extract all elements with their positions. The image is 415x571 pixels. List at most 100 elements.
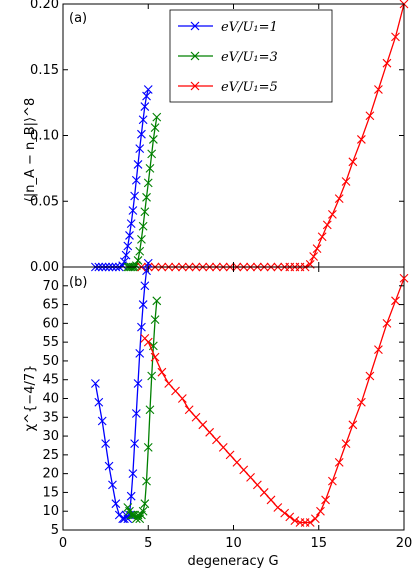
legend-item-1: eV/U₁=1 xyxy=(178,20,278,35)
series-2-point xyxy=(142,476,151,486)
series-1-point xyxy=(137,322,146,332)
legend-item-3: eV/U₁=5 xyxy=(178,80,278,95)
y-tick-label: 40 xyxy=(42,392,59,407)
series-2-point xyxy=(150,123,160,132)
series-1-point xyxy=(126,219,136,228)
y-tick-label: 60 xyxy=(42,316,59,331)
series-2-point xyxy=(143,442,153,452)
series-2-point xyxy=(142,192,151,202)
panel-a: 0.00 0.05 0.10 0.15 0.20 (a) ⟨|n_A − n_B|⟩^8… xyxy=(23,0,409,275)
y-tick-label: 15 xyxy=(42,485,59,500)
series-1-point xyxy=(126,491,136,501)
x-axis-label: degeneracy G xyxy=(187,554,278,569)
series-3-point xyxy=(177,394,187,403)
series-3-point xyxy=(316,506,325,516)
series-3-point xyxy=(252,480,262,490)
series-3-point xyxy=(334,194,344,204)
series-3-point xyxy=(348,157,358,167)
x-tick-label: 5 xyxy=(144,536,152,551)
series-1-point xyxy=(142,91,151,101)
series-3-point xyxy=(285,512,295,522)
series-3-point xyxy=(391,32,400,42)
series-1-point xyxy=(137,129,146,139)
series-3-point xyxy=(382,318,392,328)
series-3-point xyxy=(157,367,167,377)
series-2-point xyxy=(150,315,160,324)
y-tick-label: 35 xyxy=(42,410,59,425)
series-1-point xyxy=(128,206,138,215)
series-2-point xyxy=(152,112,162,122)
series-3-point xyxy=(382,58,392,68)
series-3-point xyxy=(365,111,375,121)
series-2-point xyxy=(133,256,143,265)
series-3-point xyxy=(212,435,221,445)
y-tick-label: 55 xyxy=(42,335,59,350)
series-2-point xyxy=(147,371,157,381)
series-1-point xyxy=(125,231,134,240)
series-1-point xyxy=(131,175,141,185)
series-3-point xyxy=(309,252,319,261)
series-1-point xyxy=(138,300,148,309)
series-3-point xyxy=(232,457,242,467)
series-3-point xyxy=(205,427,215,437)
y-tick-label: 30 xyxy=(42,429,59,444)
series-3-point xyxy=(341,439,351,448)
series-2-point xyxy=(138,221,148,231)
series-1-point xyxy=(135,144,145,154)
series-1-point xyxy=(133,160,143,169)
series-3-point xyxy=(356,397,366,407)
series-1-point xyxy=(142,266,151,276)
series-3-point xyxy=(266,495,276,505)
series-1-point xyxy=(128,469,138,479)
series-3-point xyxy=(365,371,375,381)
series-3-point xyxy=(341,177,351,186)
y-tick-label: 65 xyxy=(42,298,59,313)
series-1-point xyxy=(138,115,148,125)
panel-a-label: (a) xyxy=(69,11,87,26)
series-3-point xyxy=(348,420,358,430)
legend-label-2: eV/U₁=3 xyxy=(221,50,278,65)
y-tick-label: 0.05 xyxy=(30,194,59,209)
y-tick-label: 10 xyxy=(42,504,59,519)
legend-label-3: eV/U₁=5 xyxy=(221,80,278,95)
series-1-point xyxy=(123,241,133,251)
series-2-point xyxy=(126,510,136,520)
y-tick-label: 25 xyxy=(42,448,59,463)
x-tick-label: 20 xyxy=(396,536,413,551)
series-1-point xyxy=(133,379,143,388)
series-2-point xyxy=(138,506,148,516)
series-3-point xyxy=(184,405,194,415)
series-1-point xyxy=(111,499,121,509)
panel-b-y-axis-label: χ^{−4/7} xyxy=(23,365,38,432)
y-tick-label: 5 xyxy=(51,523,59,538)
y-tick-label: 0.00 xyxy=(30,260,59,275)
series-3-point xyxy=(391,296,400,306)
x-tick-label: 15 xyxy=(310,536,327,551)
x-tick-label: 10 xyxy=(225,536,242,551)
series-3-point xyxy=(259,488,269,497)
series-3-point xyxy=(198,420,208,430)
y-tick-label: 0.15 xyxy=(30,63,59,78)
series-1-point xyxy=(101,439,111,448)
y-tick-label: 45 xyxy=(42,373,59,388)
series-3-point xyxy=(322,220,332,230)
series-2-point xyxy=(135,246,145,256)
series-3-point xyxy=(273,503,283,512)
y-tick-label: 50 xyxy=(42,354,59,369)
series-1-point xyxy=(140,281,150,291)
series-1-point xyxy=(91,379,100,388)
panel-b-series-group xyxy=(91,258,409,527)
series-3-point xyxy=(328,476,337,486)
series-3-point xyxy=(399,273,409,283)
series-3-point xyxy=(312,244,322,253)
series-3-point xyxy=(374,345,383,355)
series-1-point xyxy=(104,461,114,471)
x-tick-label: 0 xyxy=(59,536,67,551)
series-3-point xyxy=(290,516,300,525)
series-2-point xyxy=(148,135,158,144)
series-3-point xyxy=(317,232,327,242)
series-3-point xyxy=(334,457,344,467)
